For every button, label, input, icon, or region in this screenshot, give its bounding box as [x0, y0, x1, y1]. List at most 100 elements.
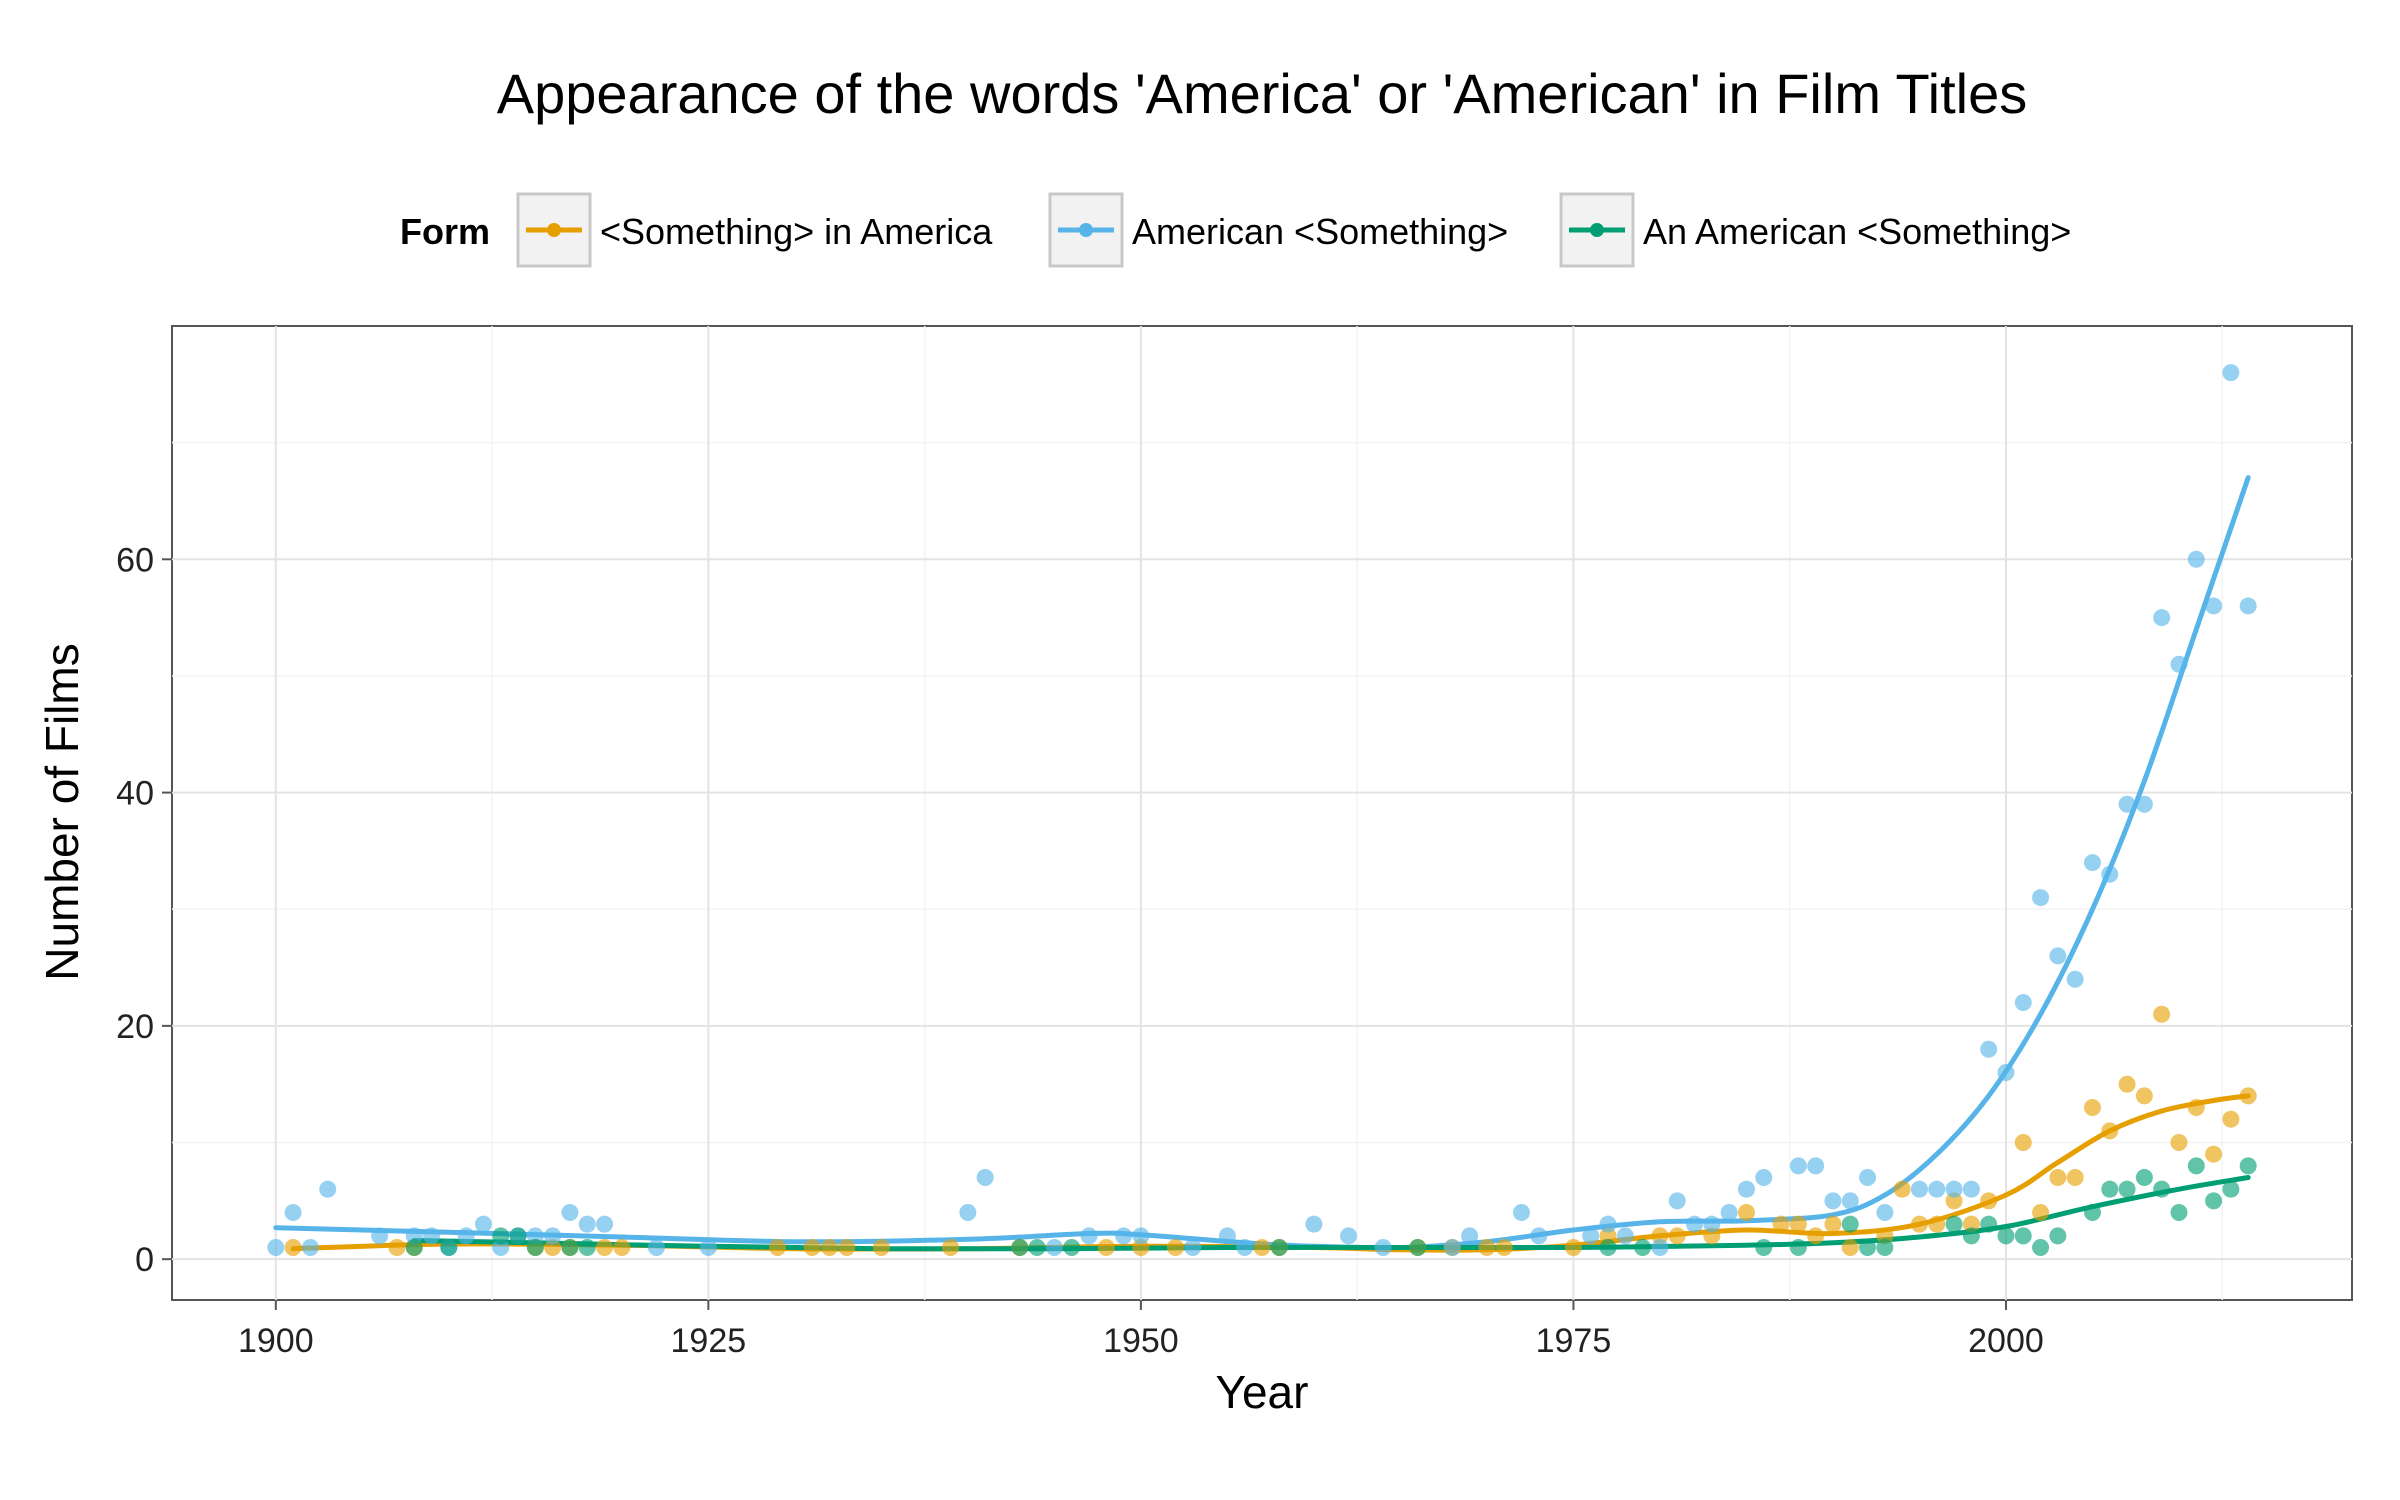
data-point-series-2 — [2118, 795, 2136, 813]
axes: 1900 1925 1950 1975 2000 0 20 40 60 — [116, 541, 2044, 1360]
x-tick-label: 1950 — [1103, 1322, 1179, 1360]
data-point-series-3 — [2170, 1204, 2188, 1222]
data-point-series-3 — [1755, 1239, 1773, 1257]
data-point-series-1 — [1980, 1192, 1998, 1210]
data-point-series-1 — [1928, 1215, 1946, 1233]
data-point-series-2 — [1789, 1157, 1807, 1175]
data-point-series-2 — [1461, 1227, 1479, 1245]
y-tick-label: 0 — [135, 1241, 154, 1279]
data-point-series-1 — [2135, 1087, 2153, 1105]
data-point-series-2 — [2222, 364, 2240, 382]
data-point-series-2 — [976, 1169, 994, 1187]
data-point-series-1 — [803, 1239, 821, 1257]
legend-label-1: <Something> in America — [600, 211, 993, 252]
data-point-series-2 — [1236, 1239, 1254, 1257]
data-point-series-3 — [1028, 1239, 1046, 1257]
data-point-series-1 — [2170, 1134, 2188, 1152]
data-point-series-3 — [578, 1239, 596, 1257]
data-point-series-3 — [2153, 1180, 2171, 1198]
data-point-series-1 — [2101, 1122, 2119, 1140]
data-point-series-2 — [1755, 1169, 1773, 1187]
data-point-series-1 — [2032, 1204, 2050, 1222]
plot-panel — [171, 325, 2353, 1301]
data-point-series-3 — [1962, 1227, 1980, 1245]
data-point-series-2 — [1530, 1227, 1548, 1245]
data-point-series-1 — [1253, 1239, 1271, 1257]
data-point-series-3 — [526, 1239, 544, 1257]
data-point-series-1 — [1824, 1215, 1842, 1233]
data-point-series-3 — [1409, 1239, 1427, 1257]
data-point-series-1 — [1132, 1239, 1150, 1257]
data-point-series-2 — [457, 1227, 475, 1245]
data-point-series-1 — [2049, 1169, 2067, 1187]
data-point-series-3 — [2118, 1180, 2136, 1198]
data-point-series-1 — [872, 1239, 890, 1257]
data-point-series-1 — [769, 1239, 787, 1257]
data-point-series-2 — [2205, 597, 2223, 615]
data-point-series-2 — [1045, 1239, 1063, 1257]
data-point-series-3 — [2135, 1169, 2153, 1187]
data-point-series-1 — [1910, 1215, 1928, 1233]
data-point-series-1 — [1789, 1215, 1807, 1233]
data-point-series-1 — [820, 1239, 838, 1257]
data-point-series-2 — [596, 1215, 614, 1233]
data-point-series-1 — [1478, 1239, 1496, 1257]
data-point-series-3 — [509, 1227, 527, 1245]
data-point-series-1 — [1807, 1227, 1825, 1245]
data-point-series-3 — [1789, 1239, 1807, 1257]
data-points — [267, 364, 2257, 1257]
data-point-series-1 — [1599, 1227, 1617, 1245]
data-point-series-3 — [1270, 1239, 1288, 1257]
data-point-series-2 — [561, 1204, 579, 1222]
data-point-series-2 — [2049, 947, 2067, 965]
data-point-series-2 — [1513, 1204, 1531, 1222]
legend-key-1 — [516, 192, 592, 268]
data-point-series-1 — [2222, 1110, 2240, 1128]
y-axis-title: Number of Films — [36, 643, 88, 980]
data-point-series-2 — [2066, 970, 2084, 988]
y-tick-label: 60 — [116, 541, 154, 579]
data-point-series-3 — [2222, 1180, 2240, 1198]
data-point-series-3 — [1634, 1239, 1652, 1257]
data-point-series-2 — [544, 1227, 562, 1245]
data-point-series-2 — [1599, 1215, 1617, 1233]
data-point-series-1 — [388, 1239, 406, 1257]
data-point-series-3 — [2049, 1227, 2067, 1245]
x-tick-label: 2000 — [1968, 1322, 2044, 1360]
data-point-series-1 — [1962, 1215, 1980, 1233]
data-point-series-2 — [267, 1239, 285, 1257]
grid — [172, 326, 2352, 1300]
data-point-series-1 — [1166, 1239, 1184, 1257]
data-point-series-2 — [2014, 994, 2032, 1012]
data-point-series-3 — [1997, 1227, 2015, 1245]
data-point-series-3 — [2187, 1157, 2205, 1175]
y-tick-label: 40 — [116, 775, 154, 813]
data-point-series-2 — [492, 1239, 510, 1257]
data-point-series-2 — [578, 1215, 596, 1233]
data-point-series-2 — [1737, 1180, 1755, 1198]
legend-key-2 — [1048, 192, 1124, 268]
data-point-series-2 — [1928, 1180, 1946, 1198]
data-point-series-3 — [561, 1239, 579, 1257]
data-point-series-3 — [1945, 1215, 1963, 1233]
data-point-series-2 — [2239, 597, 2257, 615]
data-point-series-3 — [2083, 1204, 2101, 1222]
data-point-series-3 — [2205, 1192, 2223, 1210]
data-point-series-2 — [1132, 1227, 1150, 1245]
data-point-series-2 — [1080, 1227, 1098, 1245]
data-point-series-2 — [423, 1227, 441, 1245]
y-tick-label: 20 — [116, 1008, 154, 1046]
data-point-series-1 — [1841, 1239, 1859, 1257]
data-point-series-2 — [959, 1204, 977, 1222]
data-point-series-2 — [301, 1239, 319, 1257]
data-point-series-2 — [647, 1239, 665, 1257]
data-point-series-2 — [1997, 1064, 2015, 1082]
chart-title: Appearance of the words 'America' or 'Am… — [497, 62, 2027, 125]
data-point-series-1 — [2118, 1075, 2136, 1093]
data-point-series-1 — [544, 1239, 562, 1257]
data-point-series-2 — [699, 1239, 717, 1257]
data-point-series-2 — [1824, 1192, 1842, 1210]
legend-key-3 — [1559, 192, 1635, 268]
data-point-series-2 — [1184, 1239, 1202, 1257]
